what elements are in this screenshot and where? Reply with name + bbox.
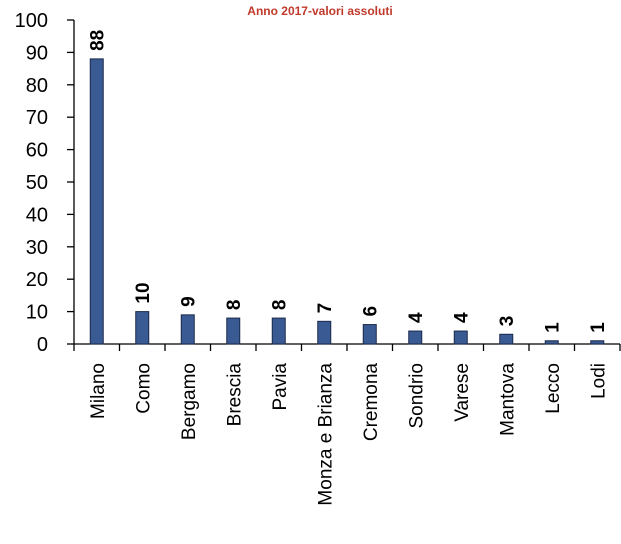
category-label: Milano	[88, 363, 109, 419]
data-label: 4	[452, 312, 473, 323]
data-label: 1	[588, 322, 609, 333]
data-label: 1	[543, 322, 564, 333]
bar-como	[135, 311, 150, 345]
data-label: 7	[315, 303, 336, 314]
bar-lodi	[590, 340, 605, 345]
category-labels: Milano Como Bergamo Brescia Pavia Monza e Bri…	[88, 363, 610, 506]
chart-title: Anno 2017-valori assoluti	[247, 4, 392, 18]
data-label: 8	[270, 300, 291, 311]
y-tick-label: 20	[26, 269, 48, 291]
category-label: Bergamo	[179, 363, 200, 440]
bar-pavia	[271, 317, 286, 345]
bar-bergamo	[180, 314, 195, 345]
bar-monza-e-brianza	[317, 320, 332, 345]
y-tick-label: 60	[26, 140, 48, 162]
bar-cremona	[362, 324, 377, 345]
category-label: Lodi	[588, 363, 609, 399]
y-tick-label: 40	[26, 204, 48, 226]
data-label: 6	[361, 306, 382, 317]
category-label: Varese	[452, 363, 473, 422]
data-label: 9	[179, 296, 200, 307]
bar-brescia	[226, 317, 241, 345]
bars	[89, 58, 605, 345]
y-tick-label: 70	[26, 107, 48, 129]
y-tick-label: 30	[26, 237, 48, 259]
data-label: 88	[88, 30, 109, 51]
bar-varese	[453, 330, 468, 345]
bar-milano	[89, 58, 104, 345]
data-label: 8	[224, 300, 245, 311]
category-label: Mantova	[497, 363, 518, 436]
category-label: Monza e Brianza	[315, 363, 336, 506]
y-tick-label: 100	[15, 10, 48, 32]
y-axis: 0 10 20 30 40 50 60 70 80 90 100	[15, 10, 75, 356]
category-label: Brescia	[224, 363, 245, 427]
bar-mantova	[499, 333, 514, 345]
category-label: Lecco	[543, 363, 564, 414]
data-label: 3	[497, 316, 518, 327]
category-label: Sondrio	[406, 363, 427, 429]
category-label: Pavia	[270, 363, 291, 411]
data-label: 4	[406, 312, 427, 323]
y-tick-label: 90	[26, 42, 48, 64]
data-label: 10	[133, 282, 154, 303]
bar-sondrio	[408, 330, 423, 345]
y-tick-label: 80	[26, 75, 48, 97]
x-axis	[73, 343, 621, 351]
y-tick-label: 50	[26, 172, 48, 194]
y-tick-label: 0	[37, 334, 48, 356]
category-label: Como	[133, 363, 154, 414]
category-label: Cremona	[361, 363, 382, 442]
bar-lecco	[544, 340, 559, 345]
y-tick-label: 10	[26, 302, 48, 324]
